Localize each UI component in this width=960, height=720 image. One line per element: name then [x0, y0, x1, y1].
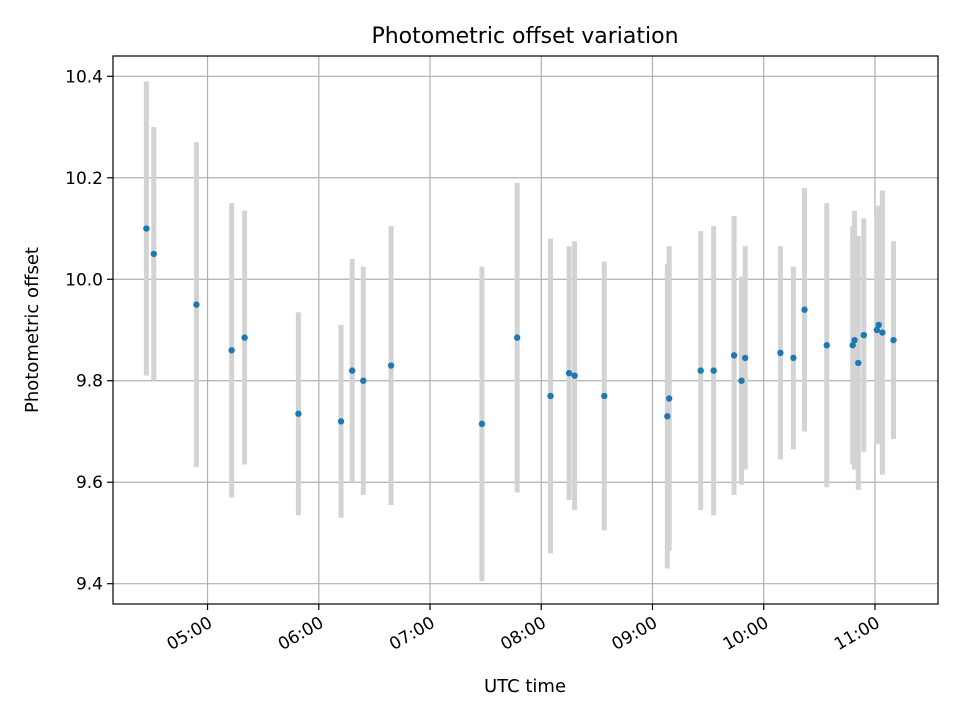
- data-point: [879, 329, 886, 336]
- data-point: [851, 336, 858, 344]
- data-point: [565, 369, 573, 377]
- data-point: [697, 367, 704, 374]
- data-point: [348, 367, 356, 374]
- y-tick-label: 9.6: [76, 473, 103, 493]
- data-point: [741, 354, 749, 362]
- data-point: [571, 372, 578, 379]
- data-point: [193, 301, 200, 308]
- data-point: [547, 392, 554, 400]
- data-point: [875, 321, 882, 329]
- data-point: [360, 377, 367, 384]
- y-tick-label: 9.4: [76, 575, 103, 595]
- data-point: [387, 362, 395, 369]
- y-tick-label: 9.8: [76, 372, 103, 392]
- grid: [113, 56, 938, 604]
- data-point: [790, 354, 797, 362]
- data-point: [337, 418, 345, 425]
- data-point: [601, 392, 608, 400]
- data-point: [478, 420, 486, 428]
- data-point: [228, 347, 235, 354]
- data-point: [241, 334, 248, 341]
- data-point: [738, 377, 745, 384]
- data-point: [710, 367, 717, 374]
- data-point: [150, 250, 157, 258]
- data-point: [849, 342, 856, 349]
- y-axis-ticks: 9.4 9.6 9.8 10.0 10.2 10.4: [65, 67, 113, 595]
- y-tick-label: 10.0: [65, 270, 103, 290]
- data-point: [890, 336, 897, 344]
- data-point: [730, 352, 738, 359]
- plot-area-frame: [112, 55, 939, 605]
- y-tick-label: 10.2: [65, 169, 103, 189]
- data-point: [823, 342, 830, 349]
- x-axis-label: UTC time: [484, 676, 566, 697]
- data-point: [855, 359, 862, 367]
- data-point: [513, 334, 521, 341]
- data-point: [664, 413, 671, 420]
- data-points: [143, 225, 897, 428]
- data-point: [665, 395, 673, 402]
- chart-title: Photometric offset variation: [371, 24, 678, 49]
- y-axis-label: Photometric offset: [22, 247, 43, 413]
- data-point: [143, 225, 150, 232]
- data-point: [860, 331, 868, 339]
- data-point: [801, 306, 808, 313]
- y-tick-label: 10.4: [65, 67, 103, 87]
- data-point: [295, 410, 302, 417]
- data-point: [777, 349, 784, 357]
- data-point: [873, 326, 881, 334]
